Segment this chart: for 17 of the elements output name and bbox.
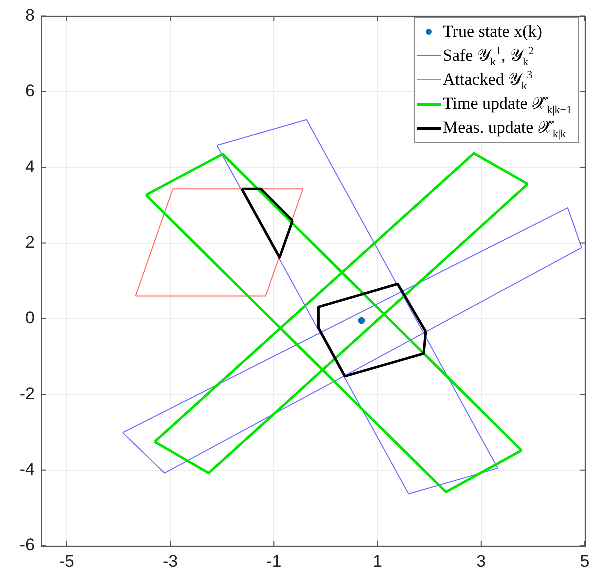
y-tick-label: 2 <box>26 232 35 252</box>
x-tick-label: -1 <box>266 552 282 571</box>
x-tick-label: 1 <box>373 552 382 571</box>
y-tick-label: 6 <box>26 82 35 101</box>
legend-label: Meas. update 𝒳̂$_{k|k}$ <box>443 117 566 140</box>
legend-label: Time update 𝒳̂$_{k|k−1}$ <box>443 93 572 116</box>
x-tick-label: -3 <box>162 552 178 571</box>
y-tick-label: -2 <box>20 384 35 404</box>
y-tick-label: 0 <box>26 308 35 328</box>
y-tick-label: 8 <box>26 6 35 25</box>
x-tick-label: 3 <box>476 552 486 571</box>
y-tick-label: -4 <box>20 460 35 479</box>
legend-label: True state x(k) <box>443 21 542 43</box>
y-tick-label: 4 <box>26 157 35 176</box>
y-tick-label: -6 <box>20 536 35 555</box>
x-tick-label: 5 <box>580 552 590 571</box>
x-tick-label: -5 <box>59 552 74 571</box>
